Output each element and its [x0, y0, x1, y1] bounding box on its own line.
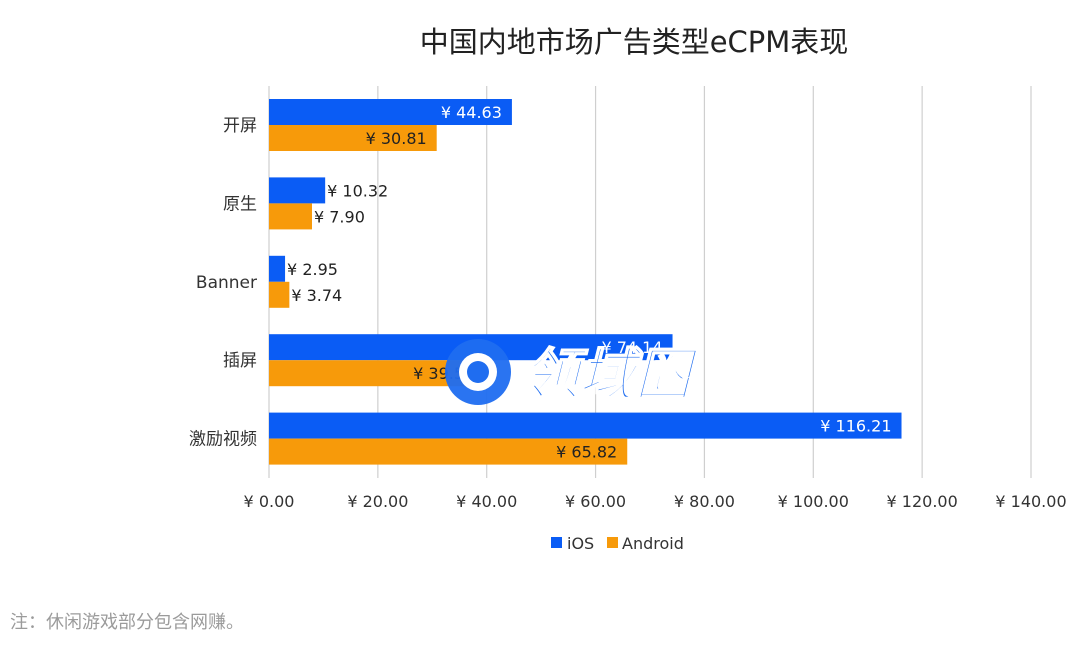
x-tick-label: ¥ 40.00	[456, 492, 517, 511]
bar-android	[269, 281, 290, 308]
legend-swatch-android	[607, 537, 618, 548]
x-tick-label: ¥ 60.00	[565, 492, 626, 511]
bar-ios	[269, 177, 326, 204]
chart-legend: iOS Android	[551, 534, 684, 553]
watermark-logo: 领域圈	[445, 339, 700, 409]
data-label-android: ¥ 7.90	[314, 207, 365, 226]
data-label-android: ¥ 30.81	[366, 129, 427, 148]
x-tick-label: ¥ 120.00	[887, 492, 958, 511]
x-tick-label: ¥ 140.00	[995, 492, 1066, 511]
data-label-ios: ¥ 116.21	[820, 417, 891, 436]
legend-swatch-ios	[551, 537, 562, 548]
bar-ios	[269, 412, 902, 439]
data-label-android: ¥ 3.74	[291, 286, 342, 305]
chart-grid	[268, 86, 1032, 478]
bar-ios	[269, 99, 512, 125]
x-tick-label: ¥ 0.00	[244, 492, 295, 511]
data-label-ios: ¥ 10.32	[327, 181, 388, 200]
data-label-ios: ¥ 74.14	[601, 338, 662, 357]
bar-android	[269, 125, 437, 151]
bar-ios	[269, 255, 286, 282]
category-label: 开屏	[223, 116, 257, 136]
bar-android	[269, 203, 312, 230]
x-tick-label: ¥ 20.00	[347, 492, 408, 511]
watermark-text: 领域圈	[523, 343, 699, 408]
footnote: 注：休闲游戏部分包含网赚。	[10, 612, 244, 633]
category-label: 插屏	[223, 351, 257, 371]
data-label-ios: ¥ 44.63	[441, 103, 502, 122]
x-tick-label: ¥ 100.00	[778, 492, 849, 511]
chart-title: 中国内地市场广告类型eCPM表现	[420, 25, 849, 59]
legend-label-ios: iOS	[567, 534, 594, 553]
category-label: 激励视频	[189, 430, 257, 450]
data-label-android: ¥ 65.82	[556, 443, 617, 462]
data-label-ios: ¥ 2.95	[287, 260, 338, 279]
x-tick-label: ¥ 80.00	[674, 492, 735, 511]
category-label: 原生	[223, 194, 257, 214]
category-label: Banner	[196, 273, 257, 293]
x-tick-labels: ¥ 0.00 ¥ 20.00 ¥ 40.00 ¥ 60.00 ¥ 80.00 ¥ 100.…	[244, 492, 1067, 511]
legend-label-android: Android	[622, 534, 684, 553]
bar-android	[269, 438, 628, 465]
